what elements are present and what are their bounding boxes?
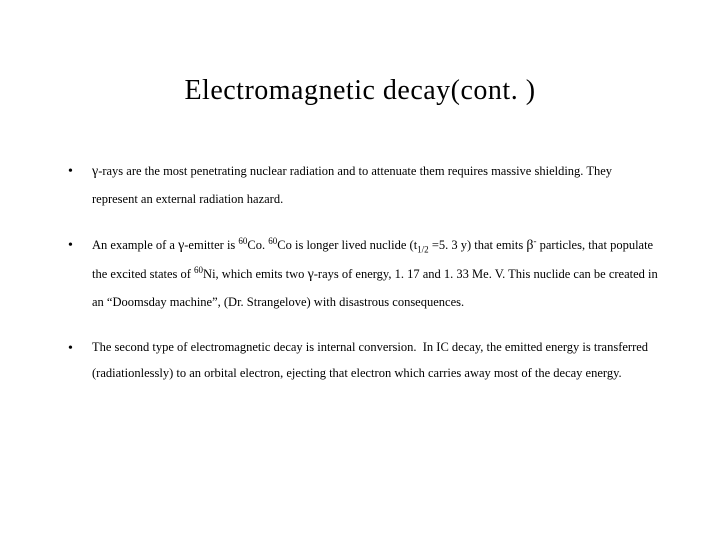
bullet-icon: • bbox=[68, 231, 92, 260]
bullet-text: An example of a γ-emitter is 60Co. 60Co … bbox=[92, 231, 660, 316]
page-title: Electromagnetic decay(cont. ) bbox=[60, 75, 660, 107]
list-item: • γ-rays are the most penetrating nuclea… bbox=[68, 157, 660, 213]
slide: Electromagnetic decay(cont. ) • γ-rays a… bbox=[0, 0, 720, 540]
bullet-icon: • bbox=[68, 157, 92, 186]
bullet-text: The second type of electromagnetic decay… bbox=[92, 334, 660, 387]
list-item: • The second type of electromagnetic dec… bbox=[68, 334, 660, 387]
bullet-list: • γ-rays are the most penetrating nuclea… bbox=[60, 157, 660, 386]
bullet-text: γ-rays are the most penetrating nuclear … bbox=[92, 157, 660, 213]
list-item: • An example of a γ-emitter is 60Co. 60C… bbox=[68, 231, 660, 316]
bullet-icon: • bbox=[68, 334, 92, 363]
